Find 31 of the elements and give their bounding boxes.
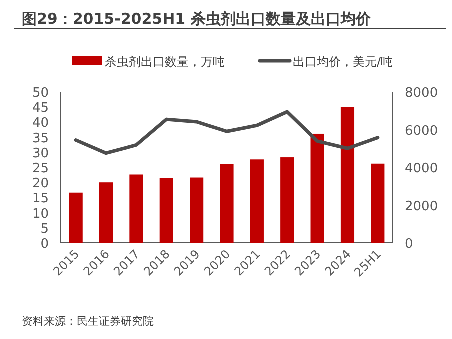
bar — [190, 178, 204, 243]
y-tick-label: 35 — [32, 131, 49, 146]
y-tick-label: 5 — [40, 222, 49, 237]
y2-tick-label: 2000 — [405, 199, 438, 214]
legend-label: 杀虫剂出口数量，万吨 — [105, 55, 225, 69]
y2-tick-label: 6000 — [405, 124, 438, 139]
y-tick-label: 30 — [32, 146, 49, 162]
y-tick-label: 20 — [32, 176, 49, 192]
y-tick-label: 50 — [32, 86, 49, 101]
y-tick-label: 45 — [32, 101, 49, 116]
bar — [280, 158, 294, 243]
bar — [250, 160, 264, 243]
chart-title: 图29：2015-2025H1 杀虫剂出口数量及出口均价 — [22, 10, 372, 28]
legend-label: 出口均价，美元/吨 — [293, 55, 394, 69]
text: 资料来源：民生证券研究院 — [22, 315, 154, 328]
bar — [340, 107, 355, 243]
bar — [130, 174, 144, 243]
y2-tick-label: 8000 — [405, 86, 438, 101]
y2-tick-label: 4000 — [405, 162, 438, 176]
y-tick-label: 40 — [32, 116, 49, 132]
y-tick-label: 10 — [32, 206, 49, 222]
bar — [160, 178, 174, 243]
bar — [371, 164, 385, 243]
y2-tick-label: 0 — [405, 237, 414, 252]
bar — [310, 134, 324, 243]
y-tick-label: 25 — [32, 162, 49, 176]
y-tick-label: 0 — [40, 237, 49, 252]
bar — [220, 164, 234, 243]
y-tick-label: 15 — [32, 192, 49, 207]
bar — [99, 182, 114, 243]
bar — [69, 192, 83, 243]
